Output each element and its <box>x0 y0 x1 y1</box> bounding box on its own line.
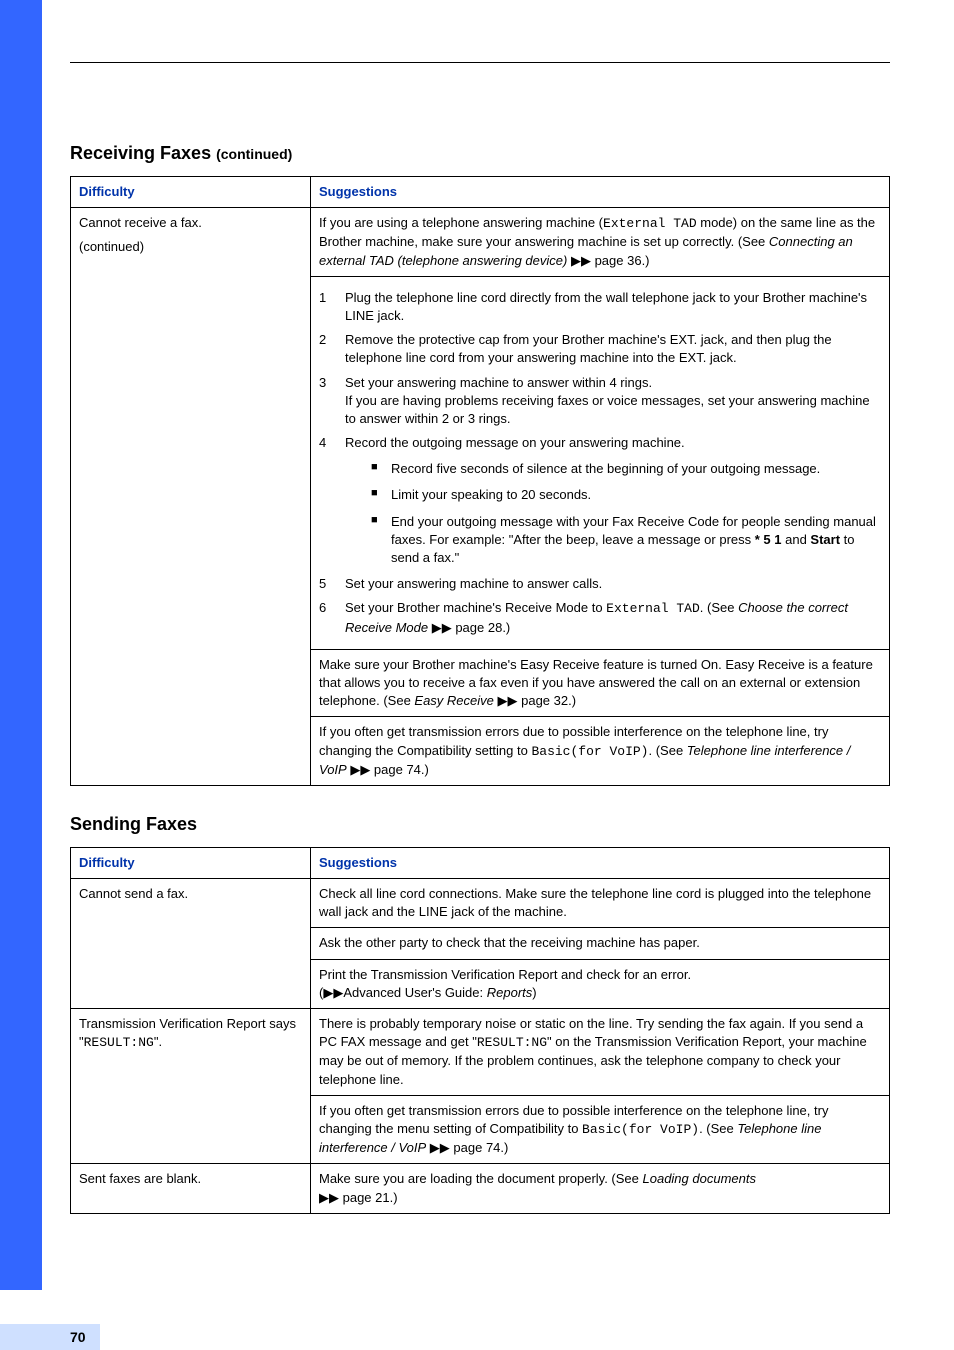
section-heading-receiving: Receiving Faxes (continued) <box>70 143 890 164</box>
text: and <box>782 532 811 547</box>
sending-faxes-table: Difficulty Suggestions Cannot send a fax… <box>70 847 890 1214</box>
suggestion-cell: Check all line cord connections. Make su… <box>311 879 890 928</box>
difficulty-cont: (continued) <box>79 238 302 256</box>
step-text: If you are having problems receiving fax… <box>345 393 870 426</box>
mono-text: Basic(for VoIP) <box>531 744 648 759</box>
suggestion-cell: If you often get transmission errors due… <box>311 1095 890 1164</box>
difficulty-cell: Sent faxes are blank. <box>71 1164 311 1213</box>
text: page 74.) <box>374 762 429 777</box>
step-number: 6 <box>319 599 326 617</box>
text: ". <box>154 1034 162 1049</box>
suggestion-cell: There is probably temporary noise or sta… <box>311 1009 890 1096</box>
arrow-icon: ▶▶ <box>347 762 374 777</box>
text: Print the Transmission Verification Repo… <box>319 967 691 982</box>
step-item: 4 Record the outgoing message on your ans… <box>319 434 881 567</box>
mono-text: External TAD <box>603 216 697 231</box>
col-difficulty: Difficulty <box>71 177 311 208</box>
page-number: 70 <box>70 1329 86 1345</box>
step-text: Plug the telephone line cord directly fr… <box>345 290 867 323</box>
arrow-icon: ▶▶ <box>428 620 455 635</box>
bullet-item: Record five seconds of silence at the be… <box>371 460 881 478</box>
start-text: Start <box>810 532 840 547</box>
step-number: 2 <box>319 331 326 349</box>
mono-text: RESULT:NG <box>477 1035 547 1050</box>
table-row: Sent faxes are blank. Make sure you are … <box>71 1164 890 1213</box>
steps-list: 1 Plug the telephone line cord directly f… <box>319 289 881 637</box>
left-blue-strip <box>0 0 42 1290</box>
section-title: Receiving Faxes <box>70 143 211 163</box>
table-row: Cannot send a fax. Check all line cord c… <box>71 879 890 928</box>
code-text: * 5 1 <box>755 532 782 547</box>
step-text: Set your answering machine to answer cal… <box>345 576 602 591</box>
section-title: Sending Faxes <box>70 814 197 834</box>
col-suggestions: Suggestions <box>311 177 890 208</box>
arrow-icon: ▶▶ <box>426 1140 453 1155</box>
text: Make sure your Brother machine's Easy Re… <box>319 657 873 708</box>
text: Set your Brother machine's Receive Mode … <box>345 600 606 615</box>
step-number: 5 <box>319 575 326 593</box>
difficulty-cell: Cannot send a fax. <box>71 879 311 1009</box>
step-text: Remove the protective cap from your Brot… <box>345 332 832 365</box>
table-row: Transmission Verification Report says "R… <box>71 1009 890 1096</box>
bullet-text: Limit your speaking to 20 seconds. <box>391 487 591 502</box>
arrow-icon: ▶▶ <box>494 693 521 708</box>
col-difficulty: Difficulty <box>71 847 311 878</box>
text: page 32.) <box>521 693 576 708</box>
suggestion-cell: Print the Transmission Verification Repo… <box>311 959 890 1008</box>
bullet-item: End your outgoing message with your Fax … <box>371 513 881 568</box>
text: page 36.) <box>591 253 650 268</box>
suggestion-cell: If you are using a telephone answering m… <box>311 208 890 277</box>
text: ) <box>532 985 536 1000</box>
text: page 28.) <box>455 620 510 635</box>
step-item: 6 Set your Brother machine's Receive Mode… <box>319 599 881 636</box>
text: Make sure you are loading the document p… <box>319 1171 643 1186</box>
step-number: 1 <box>319 289 326 307</box>
text: . (See <box>699 1121 737 1136</box>
page-content: Receiving Faxes (continued) Difficulty S… <box>70 62 890 1214</box>
difficulty-text: Cannot receive a fax. <box>79 214 302 232</box>
mono-text: RESULT:NG <box>84 1035 154 1050</box>
step-item: 2 Remove the protective cap from your Bro… <box>319 331 881 367</box>
bullet-text: Record five seconds of silence at the be… <box>391 461 820 476</box>
bullet-list: Record five seconds of silence at the be… <box>345 460 881 567</box>
suggestion-cell: Make sure you are loading the document p… <box>311 1164 890 1213</box>
step-text: Record the outgoing message on your answ… <box>345 435 685 450</box>
step-item: 5 Set your answering machine to answer ca… <box>319 575 881 593</box>
table-header-row: Difficulty Suggestions <box>71 177 890 208</box>
link-text[interactable]: Loading documents <box>643 1171 756 1186</box>
top-divider <box>70 62 890 63</box>
text: . (See <box>649 743 687 758</box>
text: If you are using a telephone answering m… <box>319 215 603 230</box>
step-item: 3 Set your answering machine to answer wi… <box>319 374 881 429</box>
suggestion-cell: Make sure your Brother machine's Easy Re… <box>311 649 890 717</box>
text: Advanced User's Guide: <box>343 985 486 1000</box>
step-text: Set your answering machine to answer wit… <box>345 375 652 390</box>
step-number: 4 <box>319 434 326 452</box>
suggestion-cell: If you often get transmission errors due… <box>311 717 890 786</box>
suggestion-cell: 1 Plug the telephone line cord directly f… <box>311 276 890 649</box>
text: . (See <box>700 600 738 615</box>
section-heading-sending: Sending Faxes <box>70 814 890 835</box>
mono-text: External TAD <box>606 601 700 616</box>
table-row: Cannot receive a fax. (continued) If you… <box>71 208 890 277</box>
difficulty-cell: Cannot receive a fax. (continued) <box>71 208 311 786</box>
suggestion-cell: Ask the other party to check that the re… <box>311 928 890 959</box>
section-continued: (continued) <box>216 146 292 162</box>
arrow-icon: ▶▶ <box>323 985 343 1000</box>
link-text[interactable]: Easy Receive <box>414 693 493 708</box>
arrow-icon: ▶▶ <box>319 1190 343 1205</box>
step-number: 3 <box>319 374 326 392</box>
arrow-icon: ▶▶ <box>571 253 591 268</box>
text: page 21.) <box>343 1190 398 1205</box>
col-suggestions: Suggestions <box>311 847 890 878</box>
mono-text: Basic(for VoIP) <box>582 1122 699 1137</box>
step-item: 1 Plug the telephone line cord directly f… <box>319 289 881 325</box>
bullet-item: Limit your speaking to 20 seconds. <box>371 486 881 504</box>
receiving-faxes-table: Difficulty Suggestions Cannot receive a … <box>70 176 890 786</box>
text: page 74.) <box>453 1140 508 1155</box>
link-text[interactable]: Reports <box>487 985 533 1000</box>
table-header-row: Difficulty Suggestions <box>71 847 890 878</box>
difficulty-cell: Transmission Verification Report says "R… <box>71 1009 311 1164</box>
